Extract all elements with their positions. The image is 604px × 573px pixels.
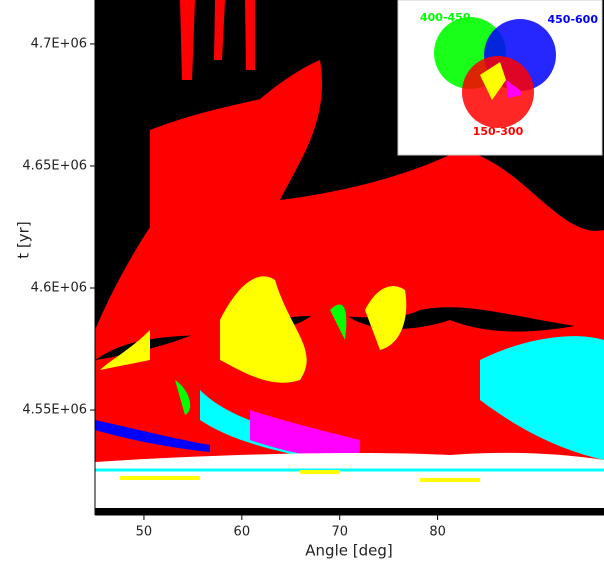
x-tick-label: 60 — [234, 525, 251, 540]
legend-label: 400-450 — [420, 11, 471, 24]
x-axis-label: Angle [deg] — [305, 542, 392, 560]
y-tick-label: 4.55E+06 — [22, 403, 87, 418]
x-tick-label: 80 — [429, 525, 446, 540]
y-axis-label: t [yr] — [15, 221, 33, 258]
y-tick-label: 4.6E+06 — [31, 281, 87, 296]
y-tick-label: 4.7E+06 — [31, 36, 87, 51]
x-tick-label: 50 — [136, 525, 153, 540]
legend-label: 450-600 — [548, 13, 599, 26]
y-tick-label: 4.65E+06 — [22, 158, 87, 173]
x-tick-label: 70 — [331, 525, 348, 540]
legend-label: 150-300 — [473, 125, 524, 138]
